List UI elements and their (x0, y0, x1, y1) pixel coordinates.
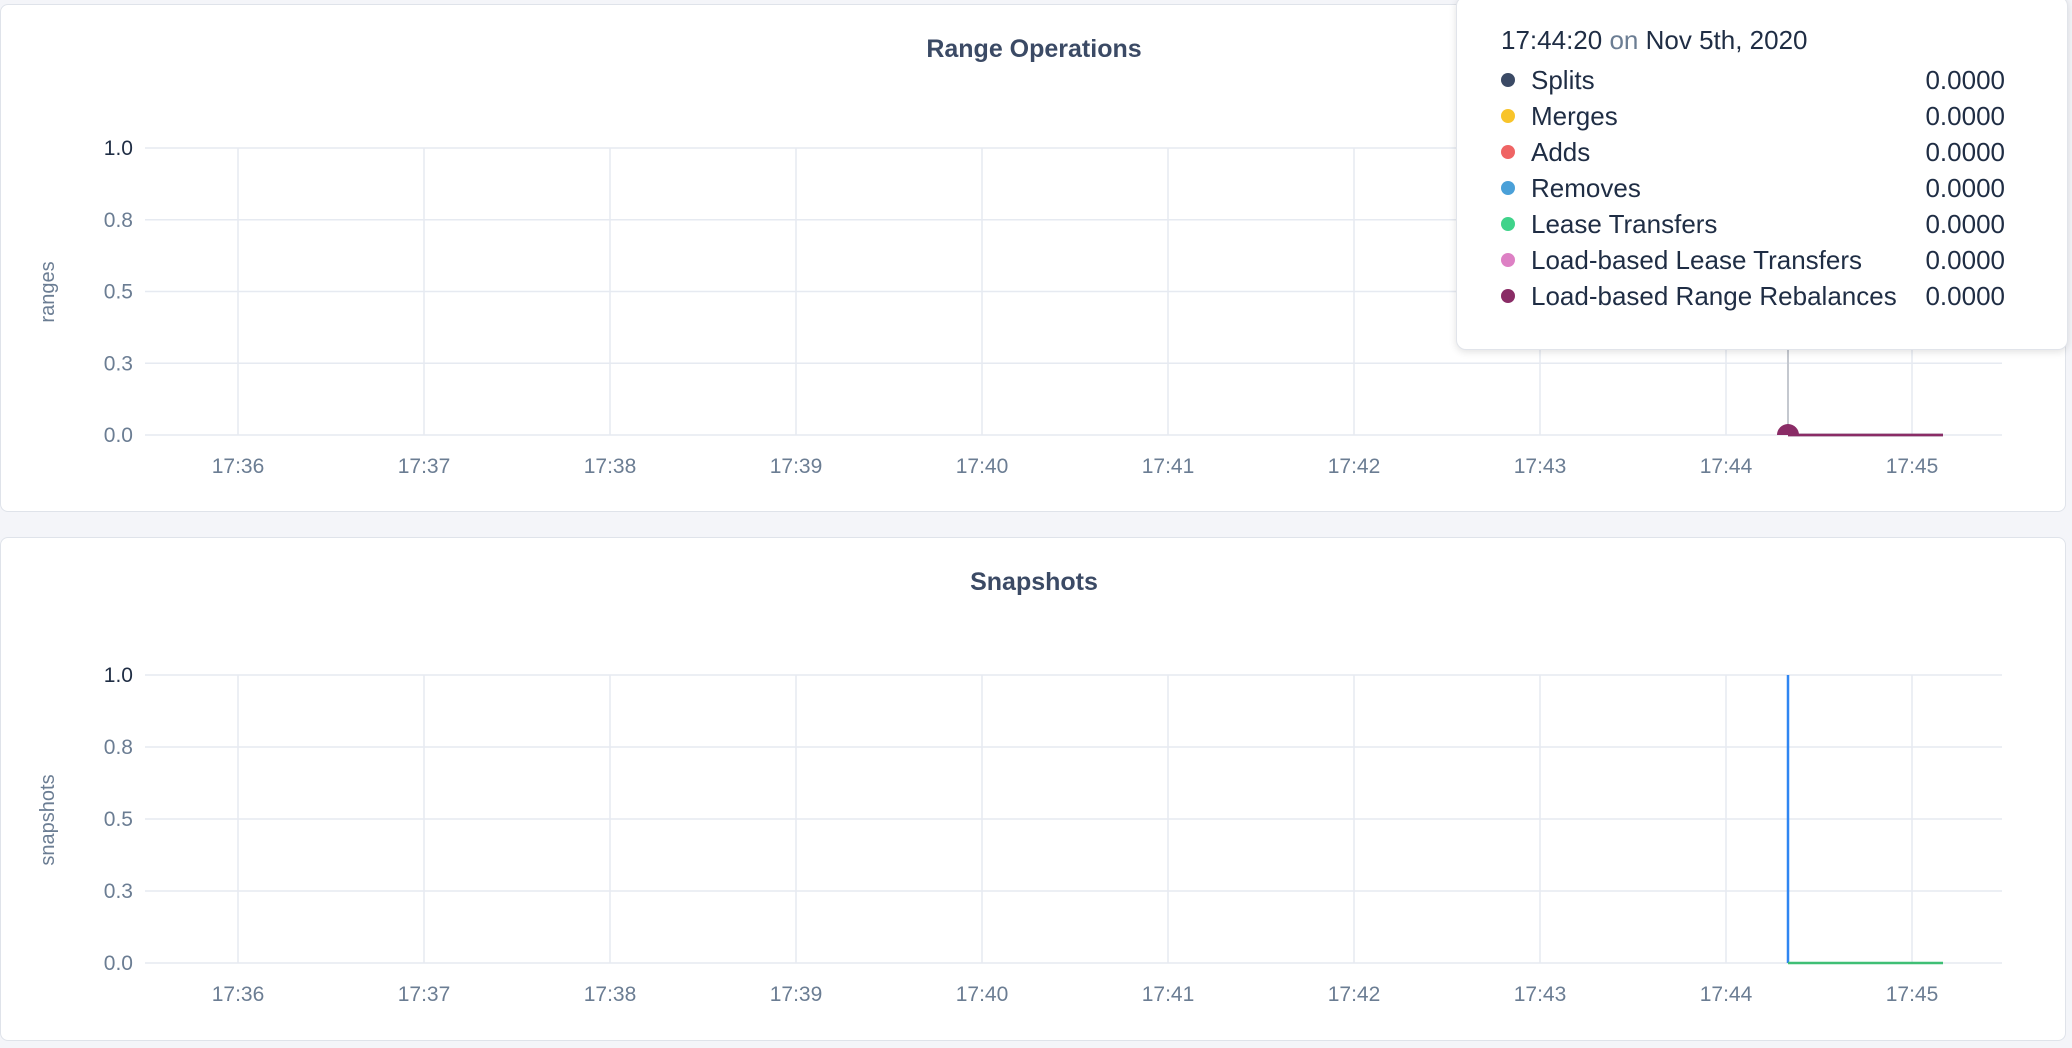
legend-dot-icon (1501, 289, 1515, 303)
x-tick-label: 17:38 (584, 983, 637, 1006)
tooltip-header: 17:44:20 on Nov 5th, 2020 (1501, 25, 2067, 56)
hover-point (1777, 424, 1799, 435)
x-tick-label: 17:45 (1886, 455, 1939, 478)
x-tick-label: 17:39 (770, 983, 823, 1006)
x-tick-label: 17:36 (212, 455, 265, 478)
x-tick-label: 17:41 (1142, 983, 1195, 1006)
tooltip-row: Load-based Lease Transfers 0.0000 (1501, 242, 2067, 278)
y-tick-label: 1.0 (104, 664, 133, 687)
tooltip-series-value: 0.0000 (1925, 208, 2005, 239)
tooltip-series-value: 0.0000 (1925, 280, 2005, 311)
x-tick-label: 17:42 (1328, 455, 1381, 478)
tooltip-date: Nov 5th, 2020 (1645, 25, 1808, 55)
x-tick-label: 17:42 (1328, 983, 1381, 1006)
chart-title: Range Operations (926, 35, 1142, 63)
tooltip-row: Lease Transfers 0.0000 (1501, 206, 2067, 242)
tooltip-row: Load-based Range Rebalances 0.0000 (1501, 278, 2067, 314)
x-tick-label: 17:41 (1142, 455, 1195, 478)
tooltip-series-label: Merges (1531, 100, 1618, 131)
snapshots-panel: Snapshots (0, 537, 2066, 1041)
x-tick-label: 17:45 (1886, 983, 1939, 1006)
x-tick-label: 17:39 (770, 455, 823, 478)
x-tick-label: 17:44 (1700, 455, 1753, 478)
tooltip-series-label: Load-based Range Rebalances (1531, 280, 1897, 311)
x-tick-label: 17:37 (398, 983, 451, 1006)
x-tick-label: 17:43 (1514, 983, 1567, 1006)
y-tick-label: 0.3 (104, 880, 133, 903)
y-tick-label: 0.0 (104, 424, 133, 447)
tooltip-series-label: Load-based Lease Transfers (1531, 244, 1862, 275)
tooltip-series-value: 0.0000 (1925, 100, 2005, 131)
y-tick-label: 1.0 (104, 137, 133, 160)
legend-dot-icon (1501, 253, 1515, 267)
x-tick-label: 17:44 (1700, 983, 1753, 1006)
tooltip-series-value: 0.0000 (1925, 244, 2005, 275)
tooltip-row: Merges 0.0000 (1501, 98, 2067, 134)
x-tick-label: 17:38 (584, 455, 637, 478)
tooltip-row: Removes 0.0000 (1501, 170, 2067, 206)
y-axis-label: ranges (37, 261, 59, 322)
chart-title: Snapshots (970, 568, 1098, 596)
tooltip-series-value: 0.0000 (1925, 136, 2005, 167)
x-tick-label: 17:36 (212, 983, 265, 1006)
legend-dot-icon (1501, 217, 1515, 231)
y-axis-label: snapshots (37, 774, 59, 865)
tooltip-series-label: Splits (1531, 64, 1595, 95)
tooltip-row: Adds 0.0000 (1501, 134, 2067, 170)
x-tick-label: 17:43 (1514, 455, 1567, 478)
tooltip-series-label: Lease Transfers (1531, 208, 1718, 239)
y-tick-label: 0.8 (104, 736, 133, 759)
y-tick-label: 0.5 (104, 281, 133, 304)
y-tick-label: 0.3 (104, 352, 133, 375)
tooltip-series-label: Removes (1531, 172, 1641, 203)
legend-dot-icon (1501, 109, 1515, 123)
x-tick-label: 17:40 (956, 455, 1009, 478)
x-tick-label: 17:37 (398, 455, 451, 478)
tooltip-time: 17:44:20 (1501, 25, 1603, 55)
tooltip-on: on (1609, 25, 1639, 55)
tooltip-series-label: Adds (1531, 136, 1591, 167)
y-tick-label: 0.0 (104, 952, 133, 975)
tooltip-row: Splits 0.0000 (1501, 62, 2067, 98)
legend-dot-icon (1501, 73, 1515, 87)
tooltip-series-value: 0.0000 (1925, 172, 2005, 203)
y-tick-label: 0.5 (104, 808, 133, 831)
legend-dot-icon (1501, 181, 1515, 195)
hover-tooltip: 17:44:20 on Nov 5th, 2020 Splits 0.0000 Me… (1456, 0, 2068, 350)
y-tick-label: 0.8 (104, 209, 133, 232)
legend-dot-icon (1501, 145, 1515, 159)
tooltip-series-value: 0.0000 (1925, 64, 2005, 95)
x-tick-label: 17:40 (956, 983, 1009, 1006)
